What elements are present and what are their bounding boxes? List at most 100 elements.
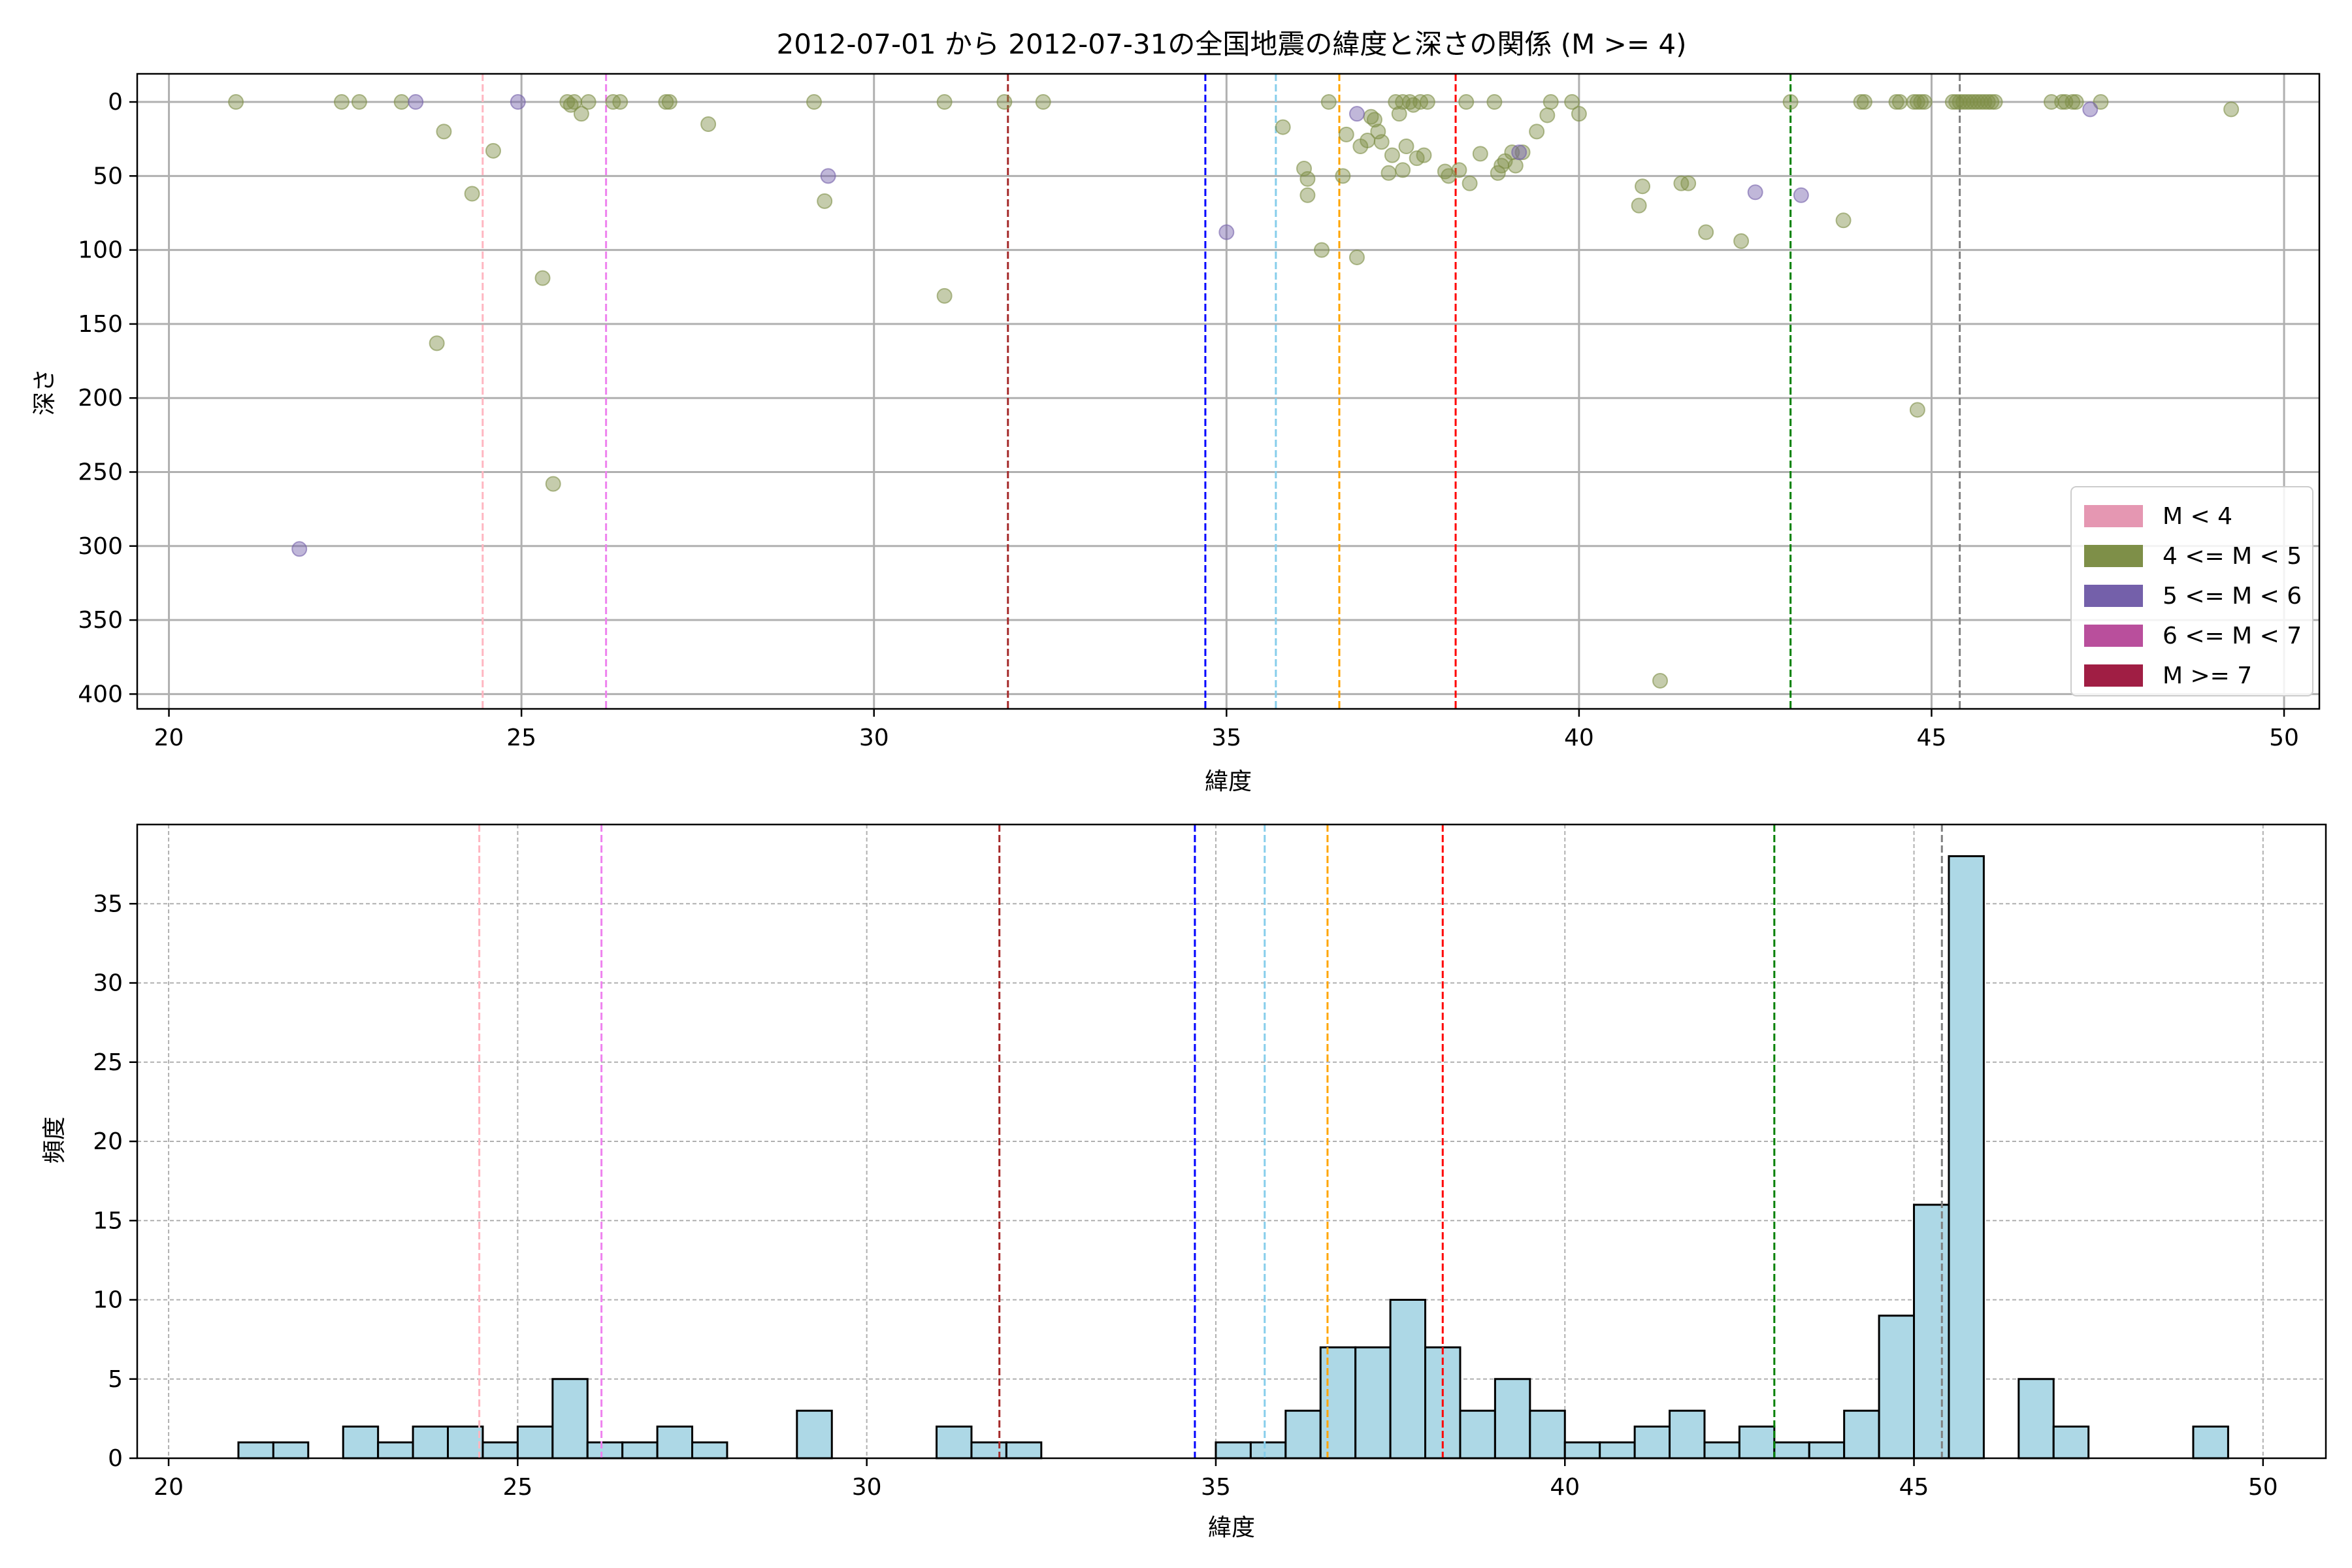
scatter-point <box>2223 101 2240 118</box>
scatter-point <box>996 94 1013 110</box>
histogram-bar <box>1005 1441 1043 1460</box>
scatter-point <box>1888 94 1904 110</box>
scatter-point <box>351 94 367 110</box>
histogram-bar <box>377 1441 414 1460</box>
scatter-point <box>658 94 674 110</box>
scatter-point <box>1338 126 1354 142</box>
scatter-y-ticks: 0 50 100 150 200 250 300 350 400 <box>78 89 137 708</box>
histogram-x-tick-label: 25 <box>502 1474 532 1501</box>
histogram-bar <box>1669 1409 1706 1460</box>
legend-label: M >= 7 <box>2163 662 2252 689</box>
histogram-x-tick-label: 30 <box>852 1474 882 1501</box>
scatter-x-ticks: 20 25 30 35 40 45 50 <box>154 709 2299 751</box>
scatter-point <box>1680 175 1697 191</box>
legend-swatch <box>2084 545 2143 567</box>
histogram-bar <box>1249 1441 1287 1460</box>
histogram-panel: 20 25 30 35 40 45 50 0 5 10 15 20 25 30 35 緯度 頻度 <box>41 823 2327 1541</box>
scatter-y-axis-label: 深さ <box>31 368 58 416</box>
scatter-point <box>1782 94 1799 110</box>
scatter-point <box>817 193 833 209</box>
histogram-bar <box>2017 1378 2055 1460</box>
scatter-point <box>1698 224 1714 240</box>
scatter-point <box>820 168 836 184</box>
scatter-point <box>806 94 822 110</box>
scatter-point <box>1380 165 1397 181</box>
histogram-y-tick-label: 5 <box>108 1366 123 1393</box>
histogram-bar <box>1599 1441 1636 1460</box>
histogram-y-axis-label: 頻度 <box>41 1117 68 1164</box>
histogram-bar <box>1354 1346 1392 1460</box>
histogram-bar <box>936 1426 973 1460</box>
histogram-bar <box>970 1441 1007 1460</box>
histogram-bar <box>1319 1346 1357 1460</box>
scatter-point <box>393 94 410 110</box>
scatter-points <box>228 94 2240 689</box>
scatter-vertical-lines <box>482 74 1961 709</box>
scatter-point <box>1373 134 1390 150</box>
scatter-point <box>485 142 501 159</box>
scatter-x-tick-label: 25 <box>506 725 536 751</box>
legend-label: M < 4 <box>2163 503 2232 530</box>
histogram-bar <box>1563 1441 1601 1460</box>
scatter-x-tick-label: 45 <box>1917 725 1947 751</box>
histogram-bar <box>342 1426 380 1460</box>
histogram-bar <box>1389 1299 1427 1460</box>
scatter-point <box>1507 157 1524 174</box>
scatter-point <box>333 94 350 110</box>
scatter-point <box>936 287 953 304</box>
scatter-panel: 20 25 30 35 40 45 50 050100150200250300350400 … <box>31 73 2321 795</box>
scatter-point <box>1514 144 1531 161</box>
scatter-point <box>510 94 526 110</box>
scatter-point <box>436 123 452 140</box>
scatter-x-tick-label: 40 <box>1564 725 1594 751</box>
histogram-bar <box>1703 1441 1740 1460</box>
scatter-point <box>1564 94 1580 110</box>
histogram-bar <box>1948 855 1985 1460</box>
histogram-bars <box>237 855 2229 1460</box>
scatter-point <box>1348 106 1365 122</box>
histogram-bar <box>516 1426 554 1460</box>
scatter-point <box>228 94 244 110</box>
scatter-point <box>661 94 678 110</box>
scatter-point <box>1916 94 1933 110</box>
scatter-x-axis-label: 緯度 <box>1205 768 1252 795</box>
histogram-x-tick-label: 45 <box>1899 1474 1929 1501</box>
legend-label: 5 <= M < 6 <box>2163 583 2302 610</box>
histogram-bar <box>1738 1426 1776 1460</box>
histogram-bar <box>1878 1315 1916 1460</box>
scatter-point <box>1348 249 1365 265</box>
scatter-y-tick-label: 100 <box>78 237 123 264</box>
histogram-x-tick-label: 40 <box>1550 1474 1580 1501</box>
legend-swatch <box>2084 625 2143 647</box>
scatter-point <box>1635 178 1651 195</box>
scatter-point <box>2093 94 2109 110</box>
scatter-y-tick-label: 50 <box>93 163 123 189</box>
histogram-bar <box>1773 1441 1810 1460</box>
histogram-bar <box>1843 1409 1880 1460</box>
figure-title: 2012-07-01 から 2012-07-31の全国地震の緯度と深さの関係 (… <box>776 28 1686 60</box>
scatter-y-tick-label: 350 <box>78 607 123 634</box>
histogram-vertical-lines <box>478 825 1943 1458</box>
scatter-point <box>612 94 629 110</box>
scatter-point <box>291 541 308 557</box>
legend-swatch <box>2084 585 2143 607</box>
scatter-point <box>1747 184 1763 201</box>
scatter-point <box>1913 94 1929 110</box>
scatter-point <box>1529 123 1545 140</box>
legend-swatch <box>2084 505 2143 527</box>
scatter-x-tick-label: 30 <box>859 725 889 751</box>
histogram-bar <box>656 1426 694 1460</box>
scatter-point <box>1313 242 1330 258</box>
scatter-point <box>1395 162 1411 178</box>
scatter-point <box>1793 187 1809 203</box>
scatter-plot-frame <box>136 73 2321 710</box>
histogram-y-tick-label: 20 <box>93 1128 123 1155</box>
histogram-y-tick-label: 35 <box>93 890 123 917</box>
scatter-point <box>429 335 445 351</box>
scatter-point <box>545 476 561 492</box>
histogram-bar <box>272 1441 310 1460</box>
histogram-x-tick-label: 20 <box>154 1474 184 1501</box>
scatter-y-tick-label: 300 <box>78 533 123 560</box>
scatter-point <box>1539 107 1556 123</box>
